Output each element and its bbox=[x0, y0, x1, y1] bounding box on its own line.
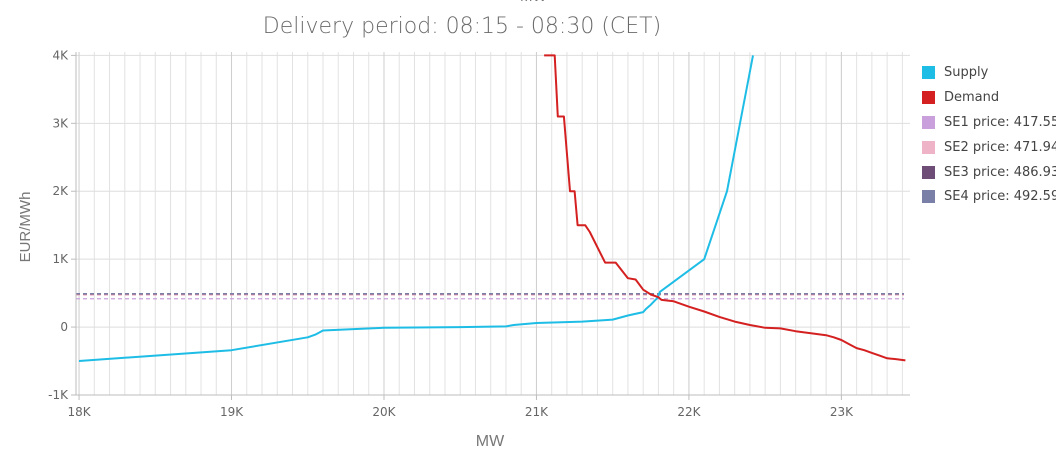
legend-swatch bbox=[922, 165, 935, 179]
series-lines bbox=[78, 54, 906, 362]
legend-label: Supply bbox=[944, 64, 989, 80]
y-tick-label: 3K bbox=[52, 116, 69, 130]
legend-item-se1[interactable]: SE1 price: 417.55 bbox=[922, 110, 1056, 135]
legend-swatch bbox=[922, 90, 935, 104]
legend-label: SE2 price: 471.94 bbox=[944, 139, 1056, 155]
legend-swatch bbox=[922, 65, 935, 79]
legend-item-supply[interactable]: Supply bbox=[922, 60, 1056, 85]
legend-swatch bbox=[922, 190, 935, 204]
chart-title: Delivery period: 08:15 - 08:30 (CET) bbox=[262, 14, 662, 39]
legend-label: SE1 price: 417.55 bbox=[944, 114, 1056, 130]
legend: Supply Demand SE1 price: 417.55 SE2 pric… bbox=[922, 60, 1056, 209]
y-tick-label: -1K bbox=[48, 388, 69, 402]
y-axis-label: EUR/MWh bbox=[17, 192, 34, 263]
legend-swatch bbox=[922, 140, 935, 154]
legend-label: SE4 price: 492.59 bbox=[944, 189, 1056, 205]
legend-item-demand[interactable]: Demand bbox=[922, 85, 1056, 110]
series-line-demand bbox=[544, 54, 906, 362]
x-tick-label: 18K bbox=[67, 405, 91, 419]
y-tick-label: 0 bbox=[60, 320, 68, 334]
legend-item-se2[interactable]: SE2 price: 471.94 bbox=[922, 135, 1056, 160]
legend-swatch bbox=[922, 115, 935, 129]
y-tick-label: 4K bbox=[52, 48, 69, 62]
x-tick-label: 20K bbox=[372, 405, 396, 419]
clipped-axis-label: MW bbox=[520, 0, 547, 5]
y-tick-label: 1K bbox=[52, 252, 69, 266]
legend-label: SE3 price: 486.93 bbox=[944, 164, 1056, 180]
x-tick-label: 21K bbox=[525, 405, 549, 419]
x-tick-label: 23K bbox=[830, 405, 854, 419]
legend-item-se3[interactable]: SE3 price: 486.93 bbox=[922, 160, 1056, 185]
reference-lines bbox=[76, 292, 904, 300]
series-line-supply bbox=[78, 55, 754, 362]
x-tick-label: 19K bbox=[220, 405, 244, 419]
y-tick-label: 2K bbox=[52, 184, 69, 198]
minor-grid bbox=[78, 52, 903, 395]
tick-labels: 18K 19K 20K 21K 22K 23K -1K 0 1K 2K 3K 4K bbox=[48, 48, 854, 419]
axes bbox=[75, 52, 910, 396]
chart-area: 18K 19K 20K 21K 22K 23K -1K 0 1K 2K 3K 4K MW EUR/MW… bbox=[17, 48, 910, 450]
legend-label: Demand bbox=[944, 89, 1000, 105]
x-tick-label: 22K bbox=[677, 405, 701, 419]
legend-item-se4[interactable]: SE4 price: 492.59 bbox=[922, 184, 1056, 209]
x-axis-label: MW bbox=[476, 433, 505, 450]
